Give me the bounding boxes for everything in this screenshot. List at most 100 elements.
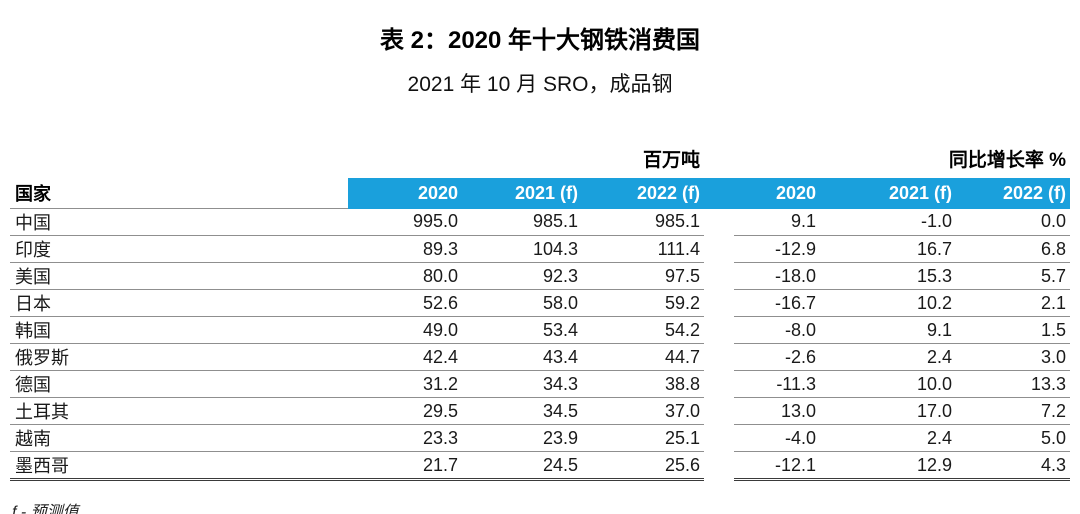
value-cell: 29.5 [348, 397, 462, 425]
value-cell: 111.4 [582, 235, 705, 263]
value-cell: -8.0 [734, 316, 821, 344]
value-cell: 16.7 [820, 235, 957, 263]
column-gap [704, 263, 734, 290]
country-cell: 中国 [10, 208, 348, 236]
country-cell: 土耳其 [10, 397, 348, 425]
table-row-russia: 俄罗斯 42.4 43.4 44.7 -2.6 2.4 3.0 [10, 343, 1071, 371]
value-cell: 42.4 [348, 343, 462, 371]
table-row-india: 印度 89.3 104.3 111.4 -12.9 16.7 6.8 [10, 235, 1071, 263]
column-gap [704, 398, 734, 425]
column-header-country: 国家 [10, 178, 348, 209]
value-cell: 995.0 [348, 208, 462, 236]
value-cell: 53.4 [462, 316, 583, 344]
country-cell: 日本 [10, 289, 348, 317]
table-row-south-korea: 韩国 49.0 53.4 54.2 -8.0 9.1 1.5 [10, 316, 1071, 344]
unit-header-row: 百万吨 同比增长率 % [10, 142, 1070, 178]
country-cell: 墨西哥 [10, 451, 348, 481]
table-row-germany: 德国 31.2 34.3 38.8 -11.3 10.0 13.3 [10, 370, 1071, 398]
value-cell: 9.1 [820, 316, 957, 344]
col-2022f-yoy: 2022 (f) [956, 178, 1071, 209]
value-cell: 49.0 [348, 316, 462, 344]
value-cell: 80.0 [348, 262, 462, 290]
column-gap [704, 425, 734, 452]
value-cell: 2.1 [956, 289, 1071, 317]
value-cell: -12.1 [734, 451, 821, 481]
value-cell: 24.5 [462, 451, 583, 481]
value-cell: 10.0 [820, 370, 957, 398]
country-cell: 俄罗斯 [10, 343, 348, 371]
col-2022f-mt: 2022 (f) [582, 178, 705, 209]
value-cell: 21.7 [348, 451, 462, 481]
value-cell: -2.6 [734, 343, 821, 371]
value-cell: 38.8 [582, 370, 705, 398]
value-cell: -12.9 [734, 235, 821, 263]
column-gap [704, 142, 734, 178]
value-cell: 59.2 [582, 289, 705, 317]
unit-label-yoy-growth: 同比增长率 % [948, 150, 1067, 171]
value-cell: 43.4 [462, 343, 583, 371]
column-gap [704, 371, 734, 398]
column-gap [704, 209, 734, 236]
value-cell: 2.4 [820, 424, 957, 452]
value-cell: 985.1 [582, 208, 705, 236]
column-gap [704, 290, 734, 317]
column-gap [704, 317, 734, 344]
value-cell: 9.1 [734, 208, 821, 236]
col-2020-mt: 2020 [348, 178, 462, 209]
col-2021f-yoy: 2021 (f) [820, 178, 957, 209]
unit-header-spacer [10, 142, 582, 178]
value-cell: 23.3 [348, 424, 462, 452]
value-cell: 0.0 [956, 208, 1071, 236]
page-subtitle: 2021 年 10 月 SRO，成品钢 [407, 73, 673, 96]
value-cell: 13.0 [734, 397, 821, 425]
value-cell: 89.3 [348, 235, 462, 263]
country-cell: 越南 [10, 424, 348, 452]
country-cell: 美国 [10, 262, 348, 290]
value-cell: 34.3 [462, 370, 583, 398]
value-cell: 1.5 [956, 316, 1071, 344]
table-row-mexico: 墨西哥 21.7 24.5 25.6 -12.1 12.9 4.3 [10, 451, 1071, 481]
value-cell: -4.0 [734, 424, 821, 452]
value-cell: 12.9 [820, 451, 957, 481]
value-cell: 25.1 [582, 424, 705, 452]
col-2020-yoy: 2020 [734, 178, 821, 209]
value-cell: -1.0 [820, 208, 957, 236]
unit-label-million-tonnes: 百万吨 [643, 150, 701, 171]
value-cell: 3.0 [956, 343, 1071, 371]
value-cell: 17.0 [820, 397, 957, 425]
value-cell: 31.2 [348, 370, 462, 398]
value-cell: -16.7 [734, 289, 821, 317]
value-cell: 58.0 [462, 289, 583, 317]
country-cell: 韩国 [10, 316, 348, 344]
value-cell: -11.3 [734, 370, 821, 398]
steel-consumption-table: 百万吨 同比增长率 % 国家 2020 2021 (f) 2022 (f) 20… [10, 142, 1071, 481]
value-cell: 25.6 [582, 451, 705, 481]
column-gap [704, 178, 735, 209]
value-cell: 97.5 [582, 262, 705, 290]
table-row-turkey: 土耳其 29.5 34.5 37.0 13.0 17.0 7.2 [10, 397, 1071, 425]
value-cell: 13.3 [956, 370, 1071, 398]
value-cell: 15.3 [820, 262, 957, 290]
country-cell: 德国 [10, 370, 348, 398]
table-row-vietnam: 越南 23.3 23.9 25.1 -4.0 2.4 5.0 [10, 424, 1071, 452]
value-cell: 2.4 [820, 343, 957, 371]
value-cell: 10.2 [820, 289, 957, 317]
value-cell: 985.1 [462, 208, 583, 236]
value-cell: 104.3 [462, 235, 583, 263]
value-cell: 37.0 [582, 397, 705, 425]
value-cell: 34.5 [462, 397, 583, 425]
table-row-japan: 日本 52.6 58.0 59.2 -16.7 10.2 2.1 [10, 289, 1071, 317]
value-cell: 54.2 [582, 316, 705, 344]
page-title: 表 2：2020 年十大钢铁消费国 [379, 27, 701, 54]
value-cell: -18.0 [734, 262, 821, 290]
column-header-row: 国家 2020 2021 (f) 2022 (f) 2020 2021 (f) … [10, 178, 1071, 209]
col-2021f-mt: 2021 (f) [462, 178, 583, 209]
value-cell: 92.3 [462, 262, 583, 290]
value-cell: 23.9 [462, 424, 583, 452]
value-cell: 4.3 [956, 451, 1071, 481]
value-cell: 6.8 [956, 235, 1071, 263]
value-cell: 5.7 [956, 262, 1071, 290]
value-cell: 44.7 [582, 343, 705, 371]
column-gap [704, 344, 734, 371]
column-gap [704, 236, 734, 263]
